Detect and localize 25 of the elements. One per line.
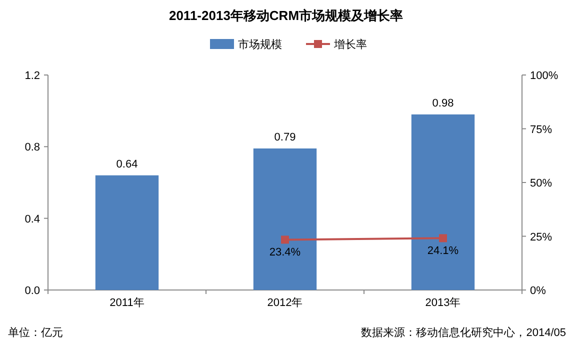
x-tick-label: 2013年	[425, 297, 461, 309]
y-tick-label: 1.2	[24, 70, 40, 82]
chart-title: 2011-2013年移动CRM市场规模及增长率	[168, 8, 404, 23]
legend-label: 市场规模	[238, 38, 282, 51]
y-tick-label: 0.4	[24, 213, 40, 226]
text: 单位：亿元	[8, 326, 63, 339]
y2-tick-label: 50%	[530, 178, 552, 190]
y-tick-label: 0.8	[24, 142, 40, 154]
y2-tick-label: 100%	[530, 70, 558, 82]
y-tick-label: 0.0	[24, 285, 40, 297]
y2-tick-label: 75%	[530, 124, 552, 136]
y2-tick-label: 25%	[530, 231, 552, 244]
bar	[253, 148, 317, 290]
bar	[95, 175, 159, 290]
data-label: 24.1%	[427, 245, 459, 258]
legend-label: 增长率	[333, 38, 367, 51]
x-tick-label: 2012年	[267, 297, 303, 309]
y2-tick-label: 0%	[530, 285, 546, 297]
x-tick-label: 2011年	[110, 297, 144, 309]
data-label: 0.64	[116, 158, 138, 170]
data-label: 23.4%	[269, 246, 301, 259]
bar	[411, 114, 475, 290]
data-label: 0.98	[432, 97, 454, 110]
source-note: 数据来源：移动信息化研究中心，2014/05	[361, 326, 566, 339]
data-label: 0.79	[274, 131, 296, 144]
